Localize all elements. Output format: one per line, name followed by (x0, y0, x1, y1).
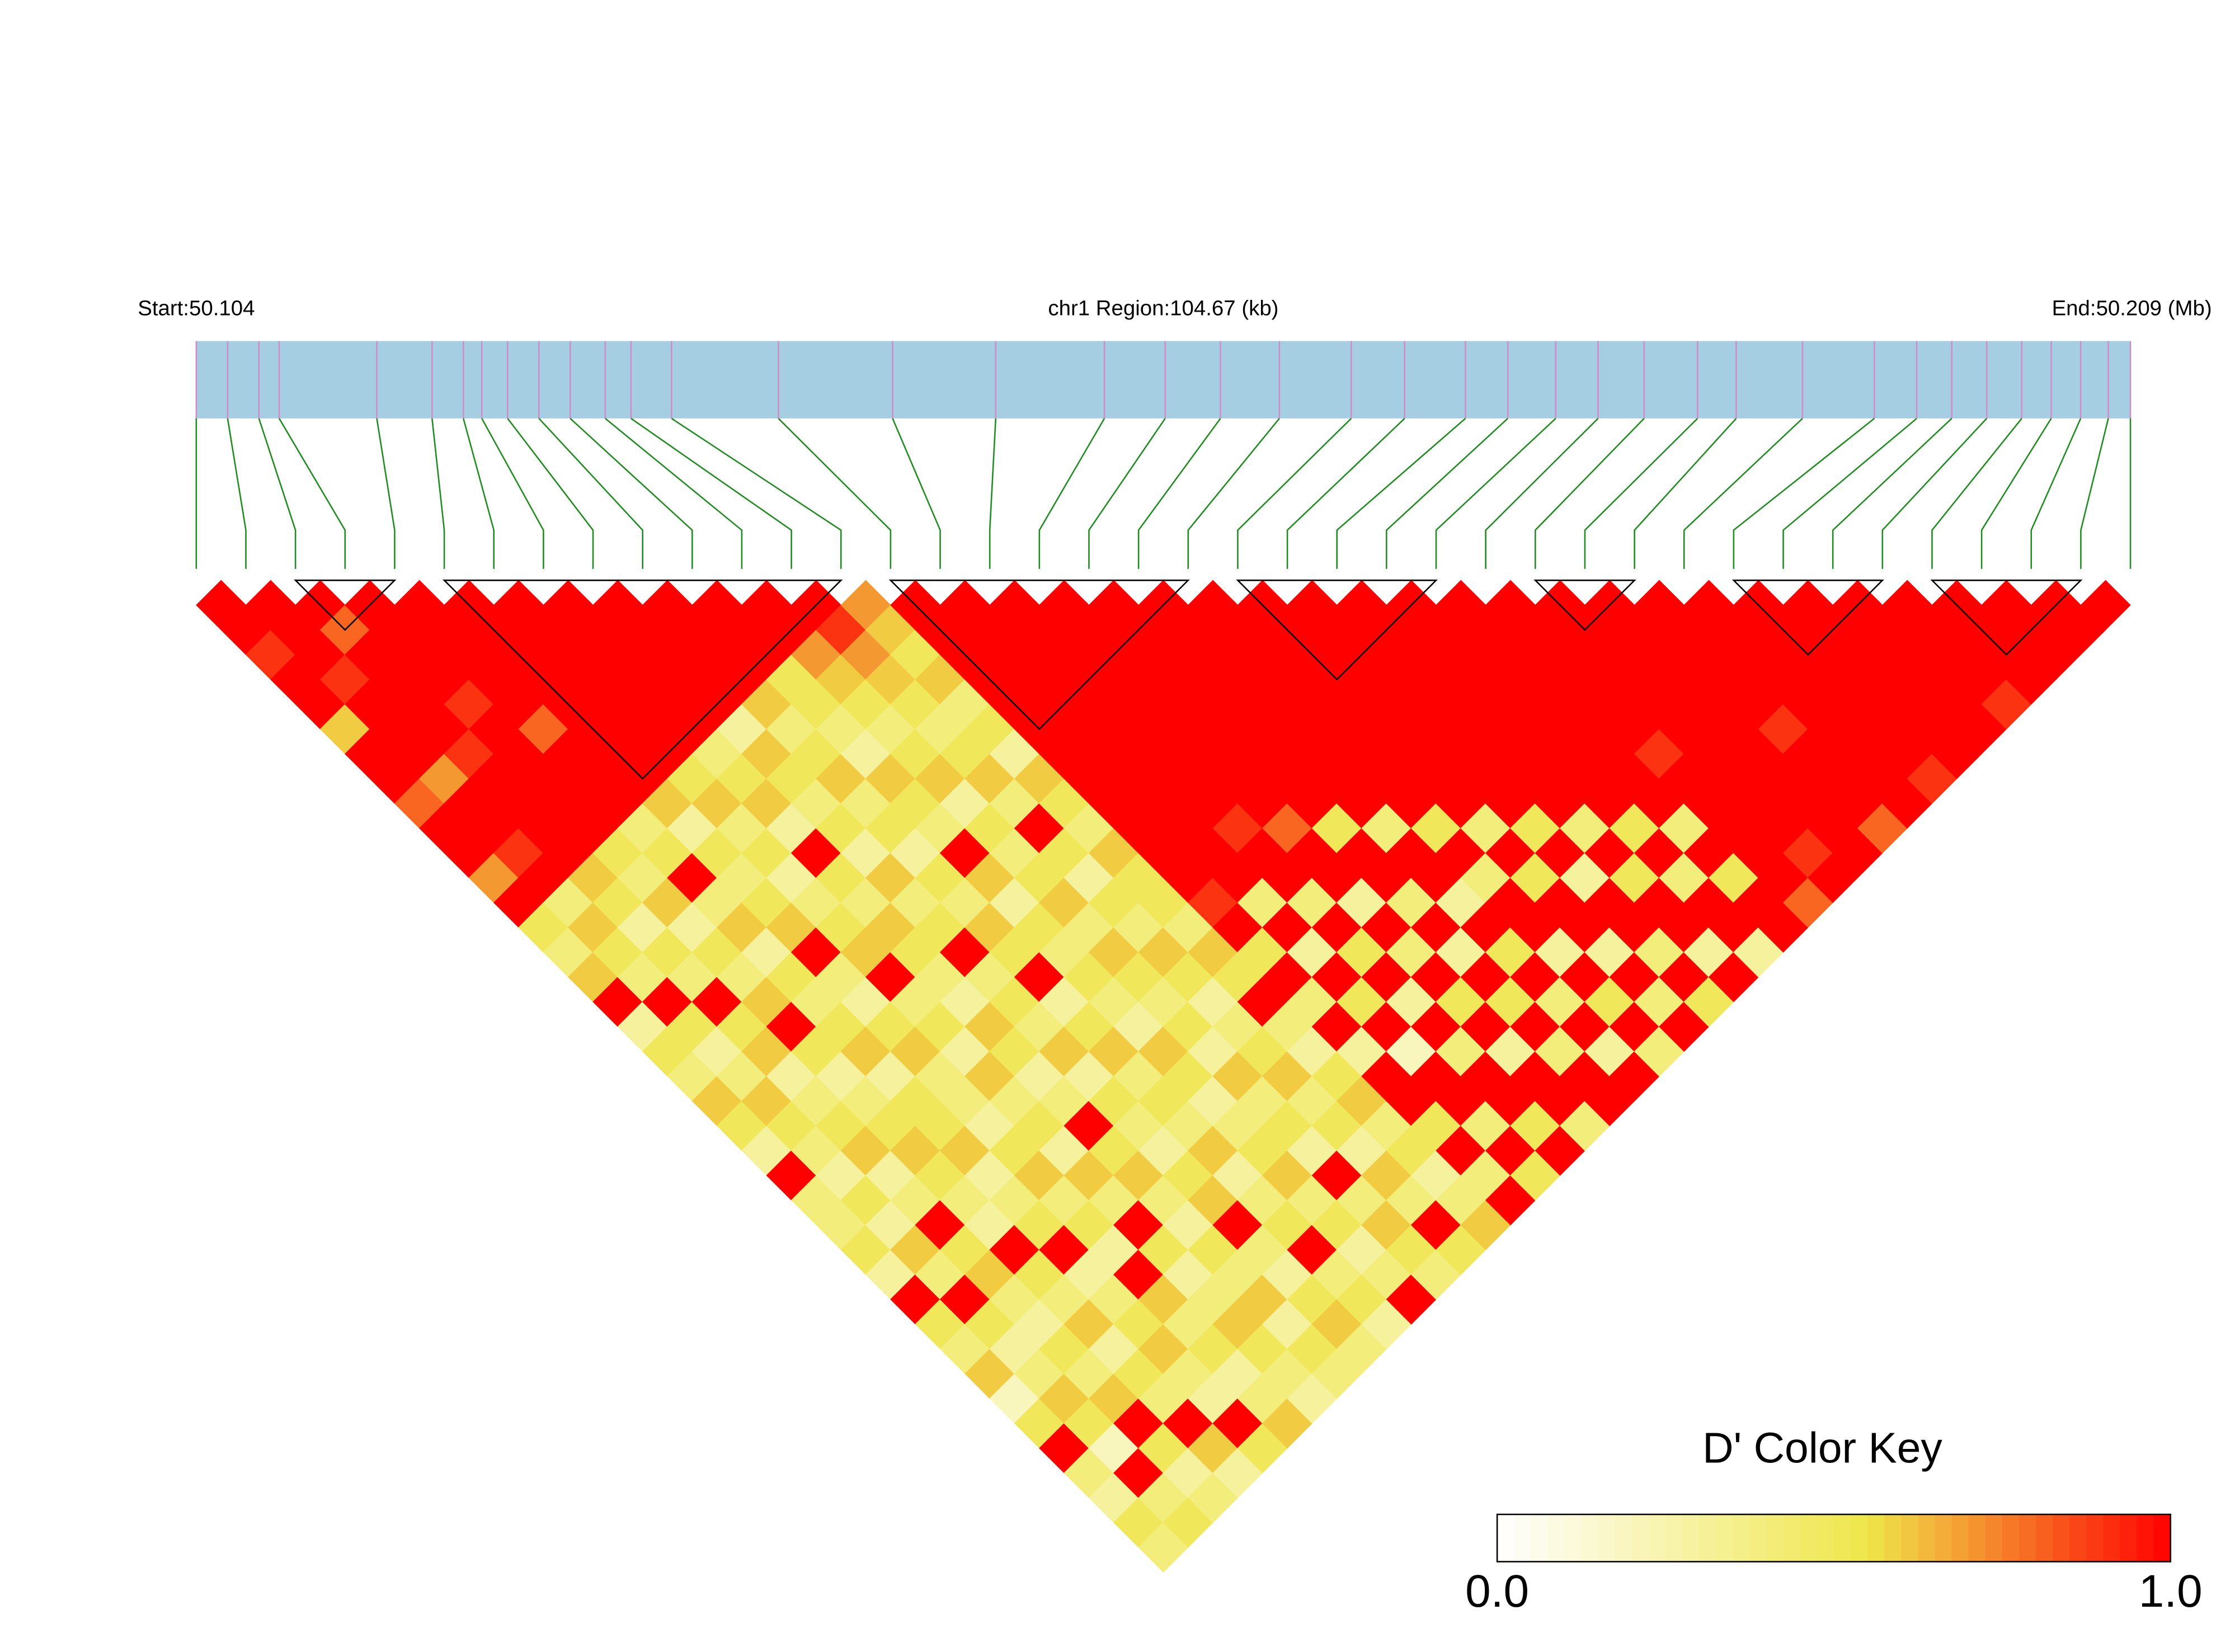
snp-connector (1237, 418, 1352, 569)
key-swatch (1749, 1514, 1767, 1562)
end-label: End:50.209 (Mb) (2052, 296, 2212, 320)
snp-connector (604, 417, 743, 569)
snp-connector (1683, 417, 1803, 569)
snp-connector (1286, 417, 1405, 569)
snp-connector (1038, 418, 1105, 569)
key-swatch (1867, 1514, 1885, 1562)
key-tick-label: 0.0 (1465, 1566, 1529, 1617)
snp-connector (1584, 418, 1698, 569)
snp-connector (1187, 418, 1280, 569)
ld-block (1533, 580, 1636, 631)
key-swatch (1631, 1514, 1649, 1562)
snp-connector (278, 418, 346, 569)
ld-block (294, 580, 397, 631)
snp-connector (778, 418, 892, 569)
ld-block (1930, 580, 2083, 656)
key-swatch (1547, 1514, 1565, 1562)
key-swatch (2137, 1514, 2154, 1562)
key-swatch (1800, 1514, 1818, 1562)
key-swatch (1833, 1514, 1851, 1562)
snp-connector (2030, 418, 2082, 569)
key-swatch (2018, 1514, 2036, 1562)
snp-connector (1634, 418, 1737, 569)
key-title: D' Color Key (1702, 1424, 1942, 1472)
key-swatch (1985, 1514, 2003, 1562)
key-swatch (1615, 1514, 1632, 1562)
snp-connector (892, 418, 941, 569)
key-swatch (1783, 1514, 1801, 1562)
key-swatch (1935, 1514, 1952, 1562)
snp-connector (1088, 418, 1166, 569)
key-swatch (1817, 1514, 1834, 1562)
snp-connector (507, 418, 594, 569)
ld-block (1731, 580, 1884, 656)
key-frame (1496, 1513, 2172, 1562)
key-swatch (1851, 1514, 1868, 1562)
snp-connector (1832, 417, 1952, 569)
snp-connector (1435, 417, 1556, 569)
key-swatch (1968, 1514, 1986, 1562)
snp-connector (463, 418, 495, 569)
key-swatch (1918, 1514, 1936, 1562)
snp-connector (570, 417, 693, 569)
key-tick-label: 1.0 (2139, 1566, 2203, 1617)
key-swatch (1564, 1514, 1582, 1562)
ld-block (442, 580, 843, 780)
snp-connector (376, 418, 396, 569)
key-swatch (1699, 1514, 1717, 1562)
key-swatch (2153, 1514, 2171, 1562)
snp-connector (671, 417, 842, 569)
snp-connector (1881, 418, 1988, 569)
ld-block (1236, 580, 1438, 681)
snp-connector (1137, 418, 1221, 569)
key-swatch (1531, 1514, 1549, 1562)
key-swatch (2103, 1514, 2121, 1562)
key-swatch (1682, 1514, 1700, 1562)
start-label: Start:50.104 (138, 296, 255, 320)
snp-connector (1535, 418, 1645, 569)
key-swatch (2069, 1514, 2087, 1562)
key-swatch (2120, 1514, 2138, 1562)
snp-connector (538, 418, 643, 569)
snp-connector (258, 418, 297, 569)
snp-connector (1386, 417, 1509, 569)
snp-connector (989, 418, 997, 569)
ld-block (888, 580, 1190, 731)
key-swatch (1497, 1514, 1514, 1562)
snp-connector (431, 418, 445, 569)
key-swatch (1598, 1514, 1616, 1562)
key-swatch (1581, 1514, 1599, 1562)
key-swatch (1665, 1514, 1683, 1562)
snp-connector (227, 418, 247, 569)
key-swatch (1716, 1514, 1734, 1562)
region-label: chr1 Region:104.67 (kb) (1048, 296, 1278, 320)
snp-connector (2080, 418, 2109, 569)
key-swatch (1648, 1514, 1666, 1562)
snp-connector (1782, 417, 1917, 569)
key-swatch (1733, 1514, 1751, 1562)
snp-connector (1485, 418, 1599, 569)
key-swatch (1884, 1514, 1902, 1562)
key-swatch (1901, 1514, 1919, 1562)
ld-cell (2080, 580, 2131, 630)
snp-connector (1733, 417, 1875, 569)
key-swatch (2036, 1514, 2053, 1562)
key-swatch (1766, 1514, 1784, 1562)
snp-connector (1980, 418, 2052, 569)
region-bar (196, 341, 2131, 418)
key-swatch (2002, 1514, 2020, 1562)
key-swatch (2086, 1514, 2104, 1562)
snp-connector (1931, 418, 2022, 569)
key-swatch (2053, 1514, 2070, 1562)
snp-connector (630, 417, 792, 569)
snp-connector (481, 418, 544, 569)
snp-connector (1336, 417, 1466, 569)
key-swatch (1951, 1514, 1969, 1562)
key-swatch (1514, 1514, 1532, 1562)
